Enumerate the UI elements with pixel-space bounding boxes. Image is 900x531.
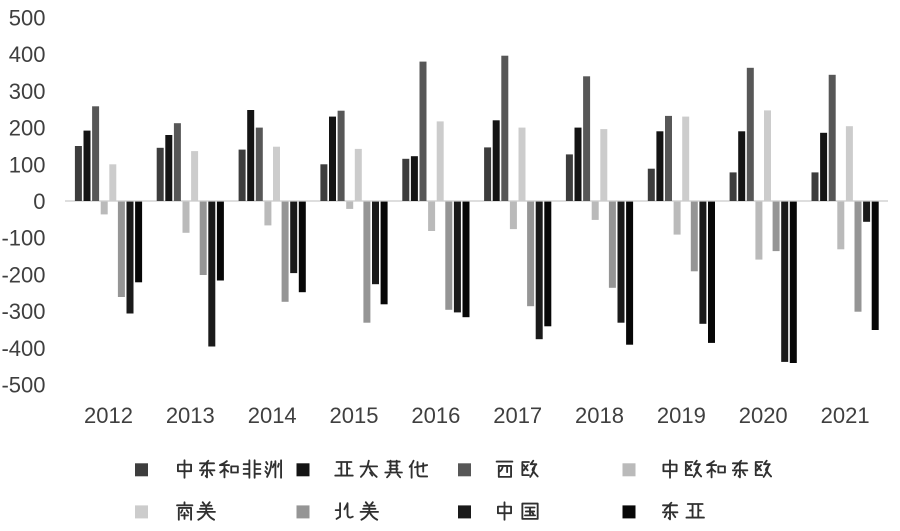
svg-text:500: 500 [9, 6, 46, 31]
svg-text:100: 100 [9, 152, 46, 177]
svg-text:2020: 2020 [739, 403, 788, 428]
svg-text:-300: -300 [1, 299, 45, 324]
svg-text:2013: 2013 [166, 403, 215, 428]
svg-text:-400: -400 [1, 336, 45, 361]
svg-text:0: 0 [33, 189, 45, 214]
svg-text:-500: -500 [1, 372, 45, 397]
svg-text:2019: 2019 [657, 403, 706, 428]
svg-text:2014: 2014 [248, 403, 297, 428]
svg-text:200: 200 [9, 116, 46, 141]
svg-text:-100: -100 [1, 226, 45, 251]
svg-text:400: 400 [9, 42, 46, 67]
svg-text:-200: -200 [1, 262, 45, 287]
svg-text:2021: 2021 [821, 403, 870, 428]
svg-text:2017: 2017 [493, 403, 542, 428]
svg-text:2012: 2012 [84, 403, 133, 428]
svg-text:300: 300 [9, 79, 46, 104]
svg-text:2018: 2018 [575, 403, 624, 428]
svg-text:2016: 2016 [411, 403, 460, 428]
svg-text:2015: 2015 [330, 403, 379, 428]
